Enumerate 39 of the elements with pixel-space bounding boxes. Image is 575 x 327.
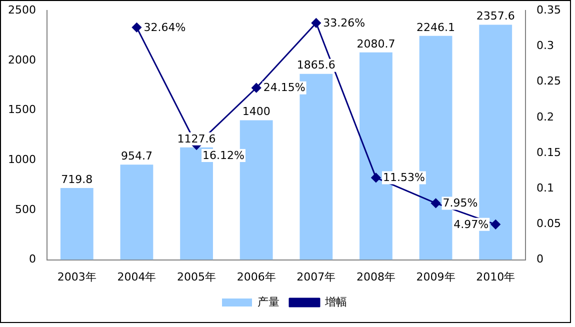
data-label: 2246.1: [416, 20, 456, 34]
y-tick-label: 500: [14, 202, 36, 216]
data-label: 11.53%: [382, 171, 425, 184]
legend-label: 增幅: [324, 295, 347, 308]
y2-tick-label: 0.15: [536, 146, 562, 159]
data-label: 1865.6: [296, 58, 336, 72]
x-tick-label: 2007年: [296, 270, 336, 284]
x-tick-label: 2009年: [416, 270, 456, 284]
y2-tick-label: 0.3: [536, 39, 554, 52]
data-label: 7.95%: [442, 196, 478, 210]
data-label: 1127.6: [177, 132, 216, 146]
y2-tick-label: 0.35: [536, 3, 562, 16]
x-tick-label: 2003年: [57, 270, 96, 284]
data-label: 33.26%: [323, 16, 366, 30]
y2-tick-label: 0.25: [536, 74, 562, 88]
x-tick-label: 2006年: [236, 270, 276, 284]
y-tick-label: 1000: [8, 152, 36, 166]
y-tick-label: 2000: [8, 53, 36, 66]
x-tick-label: 2004年: [117, 270, 156, 284]
y2-tick-label: 0: [536, 252, 544, 266]
x-tick-label: 2010年: [476, 270, 516, 284]
data-label: 32.64%: [144, 20, 186, 34]
legend-label: 产量: [258, 295, 280, 308]
y-tick-label: 0: [28, 252, 36, 266]
y2-tick-label: 0.05: [536, 217, 562, 230]
y-tick-label: 2500: [8, 3, 36, 16]
data-label: 16.12%: [202, 148, 244, 162]
data-label: 719.8: [61, 172, 93, 186]
data-label: 1400: [242, 105, 270, 118]
data-label: 24.15%: [263, 81, 306, 94]
x-tick-label: 2008年: [356, 270, 396, 284]
y2-tick-label: 0.1: [536, 181, 554, 194]
y2-tick-label: 0.2: [536, 110, 554, 124]
data-label: 2080.7: [356, 37, 396, 50]
data-label: 954.7: [120, 149, 152, 162]
x-tick-label: 2005年: [177, 270, 216, 284]
y-tick-label: 1500: [8, 103, 36, 116]
data-label: 4.97%: [454, 218, 489, 231]
data-label: 2357.6: [476, 10, 515, 23]
